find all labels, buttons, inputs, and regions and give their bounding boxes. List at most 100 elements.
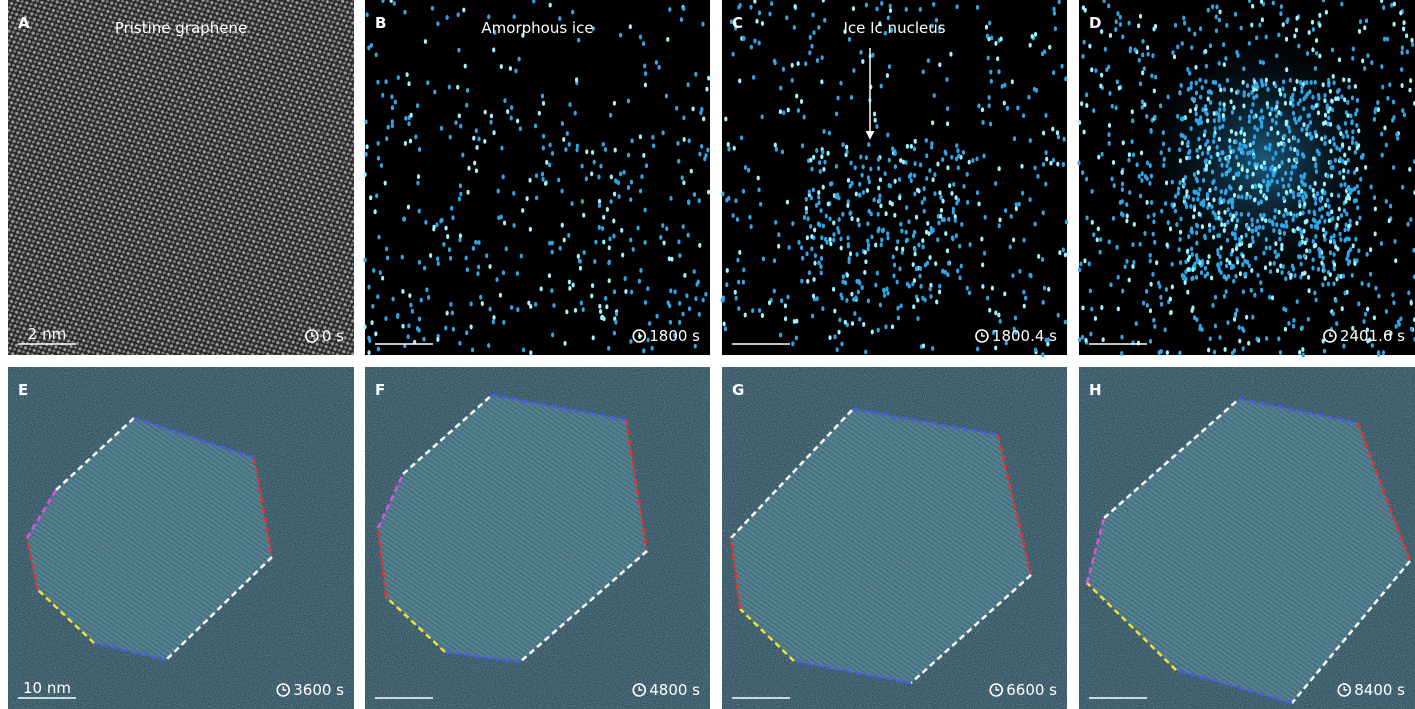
ice-dot xyxy=(816,58,819,63)
ice-dot xyxy=(1246,174,1249,179)
ice-dot xyxy=(1189,108,1192,113)
ice-dot xyxy=(1207,97,1210,102)
ice-dot xyxy=(470,325,473,330)
ice-dot xyxy=(1041,257,1044,262)
ice-dot xyxy=(966,200,969,205)
ice-dot xyxy=(1272,228,1275,233)
ice-dot xyxy=(795,319,798,324)
ice-dot xyxy=(1410,38,1413,43)
ice-dot xyxy=(1166,242,1169,247)
ice-dot xyxy=(1191,305,1194,310)
ice-dot xyxy=(1229,186,1232,191)
ice-dot xyxy=(1361,155,1364,160)
ice-dot xyxy=(1268,143,1271,148)
ice-dot xyxy=(391,123,394,128)
ice-dot xyxy=(1225,263,1228,268)
ice-dot xyxy=(919,284,922,289)
ice-dot xyxy=(1364,312,1367,317)
time-label: 8400 s xyxy=(1354,681,1405,699)
ice-dot xyxy=(1318,219,1321,224)
ice-dot xyxy=(1157,281,1160,286)
ice-dot xyxy=(838,318,841,323)
ice-dot xyxy=(1219,217,1222,222)
ice-dot xyxy=(1242,66,1245,71)
ice-dot xyxy=(898,266,901,271)
ice-dot xyxy=(981,120,984,125)
ice-dot xyxy=(700,144,703,149)
ice-dot xyxy=(1256,273,1259,278)
ice-dot xyxy=(951,237,954,242)
ice-dot xyxy=(1324,135,1327,140)
ice-dot xyxy=(1332,74,1335,79)
ice-dot xyxy=(938,284,941,289)
ice-dot xyxy=(725,282,728,287)
ice-dot xyxy=(1179,217,1182,222)
ice-dot xyxy=(1259,213,1262,218)
ice-dot xyxy=(1287,183,1290,188)
ice-dot xyxy=(1094,316,1097,321)
ice-dot xyxy=(877,166,880,171)
ice-dot xyxy=(852,297,855,302)
ice-dot xyxy=(484,110,487,115)
ice-dot xyxy=(461,153,464,158)
ice-dot xyxy=(869,167,872,172)
ice-dot xyxy=(1289,78,1292,83)
ice-dot xyxy=(380,163,383,168)
ice-dot xyxy=(1292,111,1295,116)
ice-image xyxy=(365,0,710,355)
graphene-image xyxy=(8,0,354,355)
ice-dot xyxy=(879,177,882,182)
ice-dot xyxy=(1100,73,1103,78)
ice-dot xyxy=(1277,192,1280,197)
ice-dot xyxy=(1149,253,1152,258)
ice-dot xyxy=(466,190,469,195)
ice-dot xyxy=(631,138,634,143)
ice-dot xyxy=(1347,250,1350,255)
ice-dot xyxy=(1150,174,1153,179)
ice-dot xyxy=(960,222,963,227)
ice-dot xyxy=(1303,254,1306,259)
ice-dot xyxy=(1357,248,1360,253)
ice-dot xyxy=(1083,258,1086,263)
ice-dot xyxy=(1230,88,1233,93)
ice-dot xyxy=(945,77,948,82)
ice-dot xyxy=(614,178,617,183)
ice-dot xyxy=(1003,291,1006,296)
ice-dot xyxy=(1239,271,1242,276)
ice-dot xyxy=(529,350,532,355)
ice-dot xyxy=(1138,58,1141,63)
ice-dot xyxy=(880,84,883,89)
ice-dot xyxy=(1202,178,1205,183)
ice-dot xyxy=(1210,90,1213,95)
ice-dot xyxy=(407,334,410,339)
ice-dot xyxy=(1223,102,1226,107)
ice-dot xyxy=(1147,52,1150,57)
ice-dot xyxy=(1211,180,1214,185)
ice-dot xyxy=(1251,229,1254,234)
ice-dot xyxy=(751,308,754,313)
ice-dot xyxy=(490,114,493,119)
ice-dot xyxy=(1296,299,1299,304)
ice-dot xyxy=(755,19,758,24)
ice-dot xyxy=(784,316,787,321)
ice-dot xyxy=(1280,160,1283,165)
ice-dot xyxy=(863,270,866,275)
ice-dot xyxy=(1022,290,1025,295)
ice-dot xyxy=(925,176,928,181)
ice-dot xyxy=(510,105,513,110)
ice-dot xyxy=(1184,259,1187,264)
ice-dot xyxy=(1332,281,1335,286)
ice-dot xyxy=(638,279,641,284)
ice-dot xyxy=(797,61,800,66)
ice-dot xyxy=(609,113,612,118)
ice-dot xyxy=(1085,177,1088,182)
ice-dot xyxy=(632,247,635,252)
ice-dot xyxy=(1116,11,1119,16)
ice-dot xyxy=(643,64,646,69)
ice-dot xyxy=(984,215,987,220)
ice-dot xyxy=(1340,183,1343,188)
ice-dot xyxy=(642,41,645,46)
ice-dot xyxy=(988,21,991,26)
panel-title: Ice Ic nucleus xyxy=(843,19,945,37)
ice-dot xyxy=(1273,215,1276,220)
